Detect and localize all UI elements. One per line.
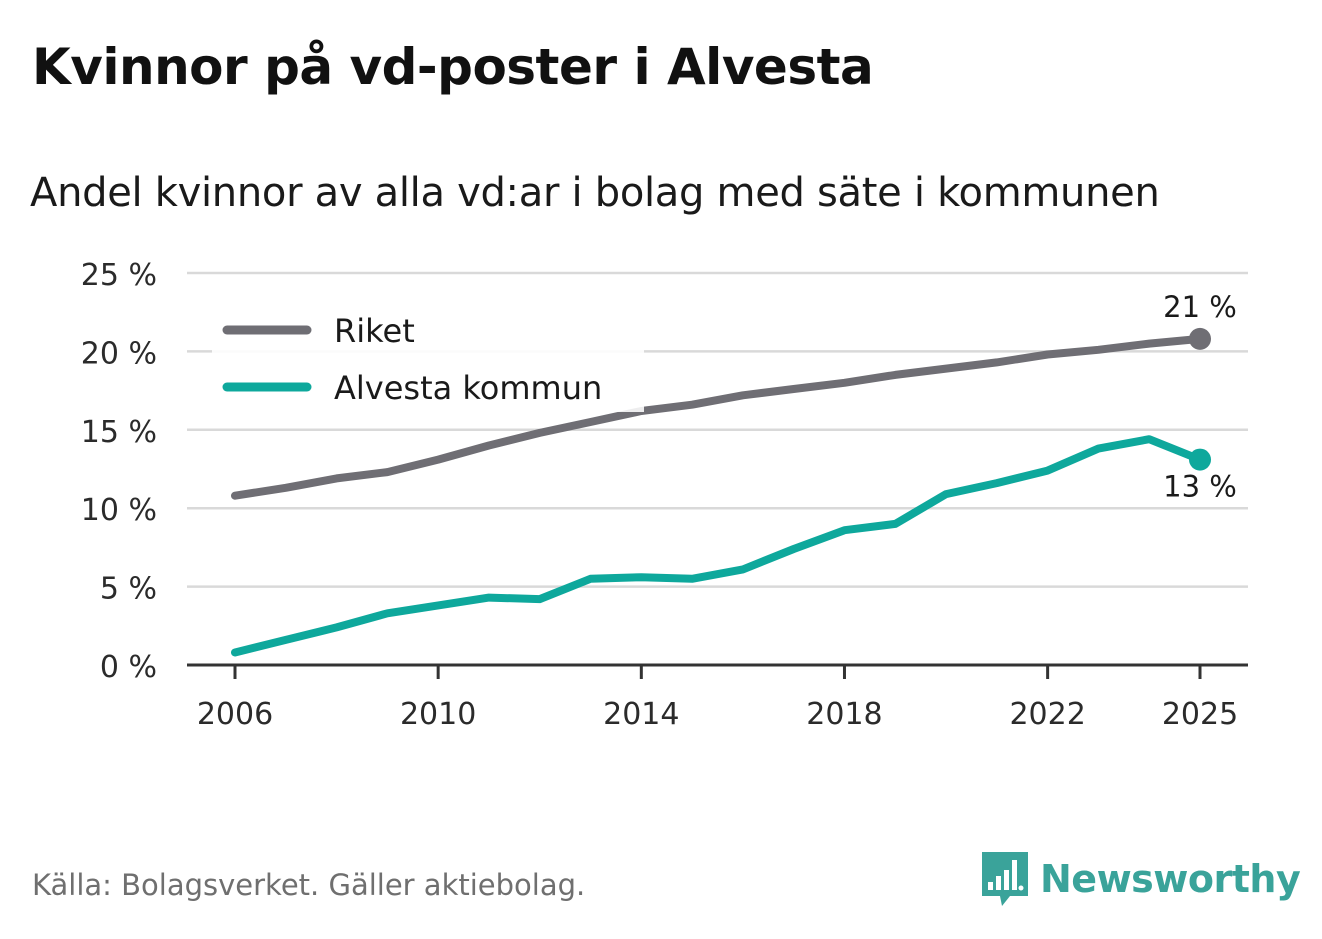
y-tick-label: 20 % — [81, 336, 157, 371]
end-value-label: 13 % — [1163, 470, 1237, 504]
y-tick-label: 0 % — [100, 650, 157, 685]
y-tick-label: 15 % — [81, 415, 157, 450]
x-tick-label: 2022 — [1009, 697, 1085, 732]
y-tick-label: 5 % — [100, 572, 157, 607]
chart-title: Kvinnor på vd-poster i Alvesta — [32, 38, 874, 96]
legend-label: Alvesta kommun — [334, 369, 602, 407]
x-tick-label: 2006 — [197, 697, 273, 732]
chart-subtitle: Andel kvinnor av alla vd:ar i bolag med … — [30, 170, 1160, 216]
end-value-label: 21 % — [1163, 290, 1237, 324]
y-tick-label: 25 % — [81, 258, 157, 293]
source-note: Källa: Bolagsverket. Gäller aktiebolag. — [32, 868, 586, 902]
end-marker — [1189, 327, 1211, 350]
end-marker — [1189, 448, 1211, 471]
series-line-riket — [231, 334, 1204, 500]
y-tick-label: 10 % — [81, 493, 157, 528]
x-tick-label: 2014 — [603, 697, 679, 732]
legend-background — [212, 300, 644, 412]
legend-label: Riket — [334, 312, 415, 350]
x-tick-label: 2025 — [1162, 697, 1238, 732]
brand-name: Newsworthy — [1040, 857, 1301, 901]
x-tick-label: 2010 — [400, 697, 476, 732]
x-tick-label: 2018 — [806, 697, 882, 732]
newsworthy-logo-icon — [982, 852, 1028, 906]
series-line-alvesta — [231, 435, 1204, 657]
brand-logo: Newsworthy — [980, 850, 1301, 908]
